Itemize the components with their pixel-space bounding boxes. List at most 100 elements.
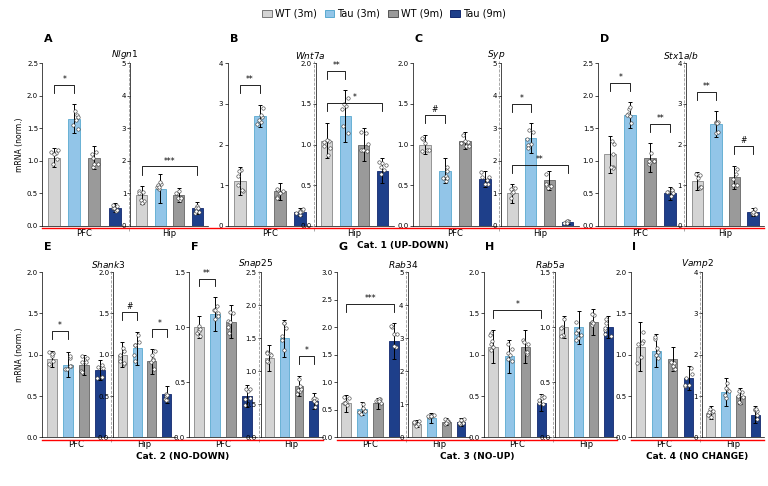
Bar bbox=[63, 364, 73, 437]
Point bbox=[50, 149, 62, 157]
Point bbox=[375, 163, 387, 171]
Point bbox=[92, 363, 104, 371]
Point bbox=[750, 210, 763, 218]
Point bbox=[707, 407, 719, 415]
Point bbox=[342, 130, 354, 138]
Point bbox=[262, 359, 274, 366]
Bar bbox=[280, 338, 289, 437]
Text: $\mathit{Vamp2}$: $\mathit{Vamp2}$ bbox=[681, 257, 714, 270]
Point bbox=[323, 144, 336, 152]
Point bbox=[265, 351, 277, 359]
Point bbox=[257, 104, 269, 112]
Point bbox=[720, 394, 732, 402]
Point bbox=[194, 332, 207, 340]
Bar bbox=[419, 144, 431, 226]
Text: Cat. 3 (NO-UP): Cat. 3 (NO-UP) bbox=[439, 452, 514, 461]
Point bbox=[712, 118, 724, 125]
Point bbox=[46, 352, 58, 360]
Point bbox=[357, 146, 369, 154]
Point bbox=[545, 182, 557, 190]
Point bbox=[487, 343, 499, 350]
X-axis label: PFC: PFC bbox=[262, 229, 278, 238]
Point bbox=[651, 344, 664, 352]
Point bbox=[161, 396, 174, 404]
Point bbox=[88, 163, 100, 171]
Y-axis label: mRNA (norm.): mRNA (norm.) bbox=[15, 328, 24, 382]
Point bbox=[308, 397, 320, 404]
Point bbox=[455, 416, 468, 424]
Point bbox=[533, 397, 545, 404]
Point bbox=[64, 352, 76, 360]
Point bbox=[294, 208, 306, 216]
Point bbox=[606, 138, 618, 145]
Point bbox=[454, 420, 466, 428]
Point bbox=[506, 357, 518, 364]
Point bbox=[337, 394, 349, 401]
Point bbox=[263, 350, 276, 358]
Bar bbox=[373, 403, 383, 437]
Point bbox=[210, 302, 223, 310]
Bar bbox=[359, 144, 369, 226]
Point bbox=[359, 407, 372, 415]
Bar bbox=[488, 347, 498, 437]
Point bbox=[607, 164, 619, 172]
Text: B: B bbox=[230, 34, 238, 44]
Point bbox=[239, 395, 251, 403]
Point bbox=[586, 318, 598, 326]
Point bbox=[732, 392, 744, 399]
Bar bbox=[233, 181, 246, 226]
Point bbox=[170, 189, 182, 197]
Point bbox=[338, 100, 350, 108]
Point bbox=[76, 368, 88, 376]
Point bbox=[599, 327, 611, 334]
Point bbox=[561, 219, 573, 227]
Point bbox=[412, 420, 425, 428]
Bar bbox=[273, 191, 286, 226]
Point bbox=[390, 344, 402, 351]
Text: **: ** bbox=[703, 82, 710, 91]
Point bbox=[647, 157, 660, 165]
Point bbox=[703, 405, 716, 413]
Bar bbox=[664, 193, 677, 226]
Point bbox=[460, 142, 472, 150]
Point bbox=[291, 386, 303, 394]
Point bbox=[111, 206, 124, 214]
Point bbox=[436, 174, 449, 182]
Point bbox=[59, 365, 71, 373]
X-axis label: Hip: Hip bbox=[432, 440, 446, 449]
Point bbox=[652, 354, 664, 362]
Bar bbox=[459, 140, 471, 226]
Point bbox=[209, 315, 221, 323]
Point bbox=[736, 388, 748, 396]
Point bbox=[624, 104, 636, 111]
Point bbox=[560, 218, 572, 226]
Point bbox=[485, 329, 497, 336]
Point bbox=[91, 374, 103, 382]
Bar bbox=[684, 378, 694, 437]
Bar bbox=[192, 208, 203, 226]
Point bbox=[114, 357, 127, 365]
Text: $\mathit{Rab34}$: $\mathit{Rab34}$ bbox=[388, 259, 419, 270]
Text: **: ** bbox=[536, 155, 544, 164]
Bar bbox=[721, 392, 730, 437]
Point bbox=[277, 188, 290, 195]
Point bbox=[587, 319, 599, 327]
Point bbox=[408, 418, 420, 426]
Y-axis label: mRNA (norm.): mRNA (norm.) bbox=[15, 117, 24, 172]
Text: D: D bbox=[600, 34, 609, 44]
X-axis label: PFC: PFC bbox=[632, 229, 648, 238]
Point bbox=[442, 418, 455, 426]
Point bbox=[694, 184, 706, 191]
Point bbox=[231, 181, 243, 189]
X-axis label: Hip: Hip bbox=[137, 440, 151, 449]
Point bbox=[710, 119, 722, 127]
Point bbox=[535, 392, 548, 399]
Bar bbox=[559, 327, 568, 437]
Point bbox=[357, 405, 369, 413]
Bar bbox=[210, 314, 220, 437]
Point bbox=[271, 186, 283, 193]
Point bbox=[749, 209, 761, 217]
Point bbox=[353, 408, 365, 416]
Point bbox=[47, 160, 59, 168]
Text: *: * bbox=[62, 75, 66, 84]
